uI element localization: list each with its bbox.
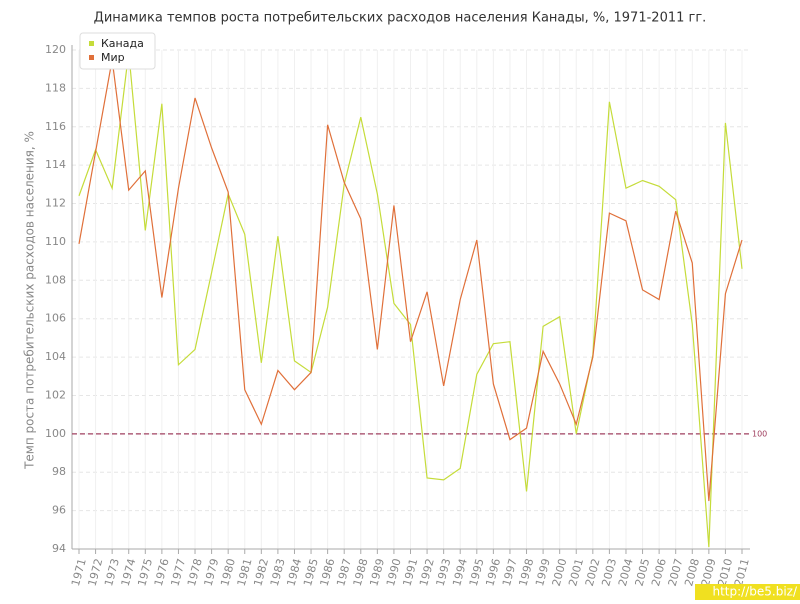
y-tick-label: 110 [45,235,66,248]
chart-title: Динамика темпов роста потребительских ра… [94,11,707,26]
x-tick-label: 2011 [732,557,752,587]
y-tick-label: 112 [45,197,66,210]
y-tick-label: 106 [45,312,66,325]
y-tick-label: 100 [45,427,66,440]
legend-box [79,32,156,70]
legend-swatch [89,55,94,60]
watermark-bg [695,584,800,600]
y-axis-label: Темп роста потребительских расходов насе… [23,131,37,470]
series-line [78,59,743,502]
reference-label: 100 [752,429,767,438]
legend-label: Канада [101,37,144,50]
y-tick-label: 102 [45,388,66,401]
y-tick-label: 118 [45,81,66,94]
legend-label: Мир [101,51,125,64]
y-tick-label: 104 [45,350,66,363]
y-tick-label: 108 [45,273,66,286]
y-tick-label: 120 [45,43,66,56]
watermark: http://be5.biz/ [712,585,797,599]
y-tick-label: 116 [45,120,66,133]
series-line [78,51,743,548]
legend-swatch [89,41,94,46]
y-tick-label: 98 [52,465,66,478]
y-tick-label: 94 [52,542,66,555]
y-tick-label: 114 [45,158,66,171]
y-tick-label: 96 [52,504,66,517]
